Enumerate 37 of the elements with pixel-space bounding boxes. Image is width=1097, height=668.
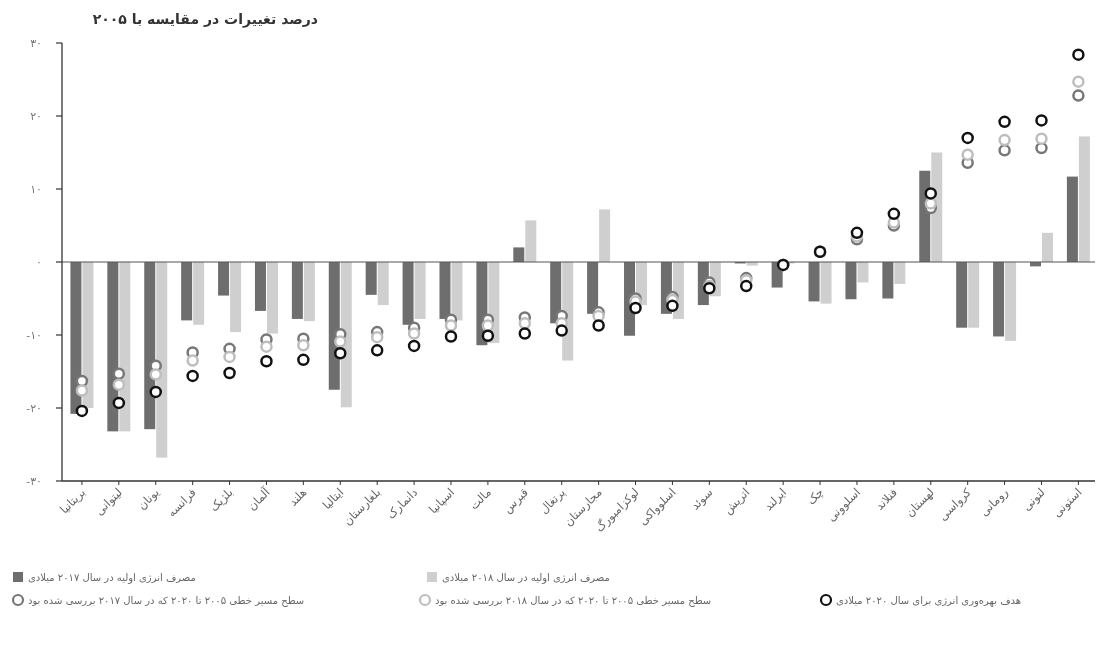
- x-tick-label: قبرس: [500, 485, 532, 517]
- x-tick-label: فنلاند: [872, 485, 900, 513]
- y-tick-label: ۱۰: [30, 183, 42, 196]
- y-tick-label: ۲۰: [30, 110, 42, 123]
- x-tick-label: استونی: [1049, 485, 1086, 521]
- x-tick-label: اسپانیا: [426, 485, 458, 517]
- legend-label: هدف بهره‌وری انرژی برای سال ۲۰۲۰ میلادی: [836, 595, 1022, 607]
- x-tick-label: اسلوونی: [824, 485, 864, 525]
- y-tick-label: -۲۰: [26, 402, 42, 415]
- x-tick-label: مالت: [466, 485, 495, 513]
- legend-label: سطح مسیر خطی ۲۰۰۵ تا ۲۰۲۰ که در سال ۲۰۱۸ بررسی شده بود: [435, 595, 712, 607]
- y-tick-label: -۱۰: [26, 329, 42, 342]
- x-tick-label: بلژیک: [206, 485, 237, 515]
- y-tick-label: ۳۰: [30, 37, 42, 50]
- y-tick-label: ۰: [36, 256, 42, 269]
- x-tick-label: پرتغال: [536, 485, 569, 518]
- legend-label: مصرف انرژی اولیه در سال ۲۰۱۷ میلادی: [28, 572, 196, 584]
- x-tick-label: لتونی: [1019, 485, 1049, 514]
- legend-label: سطح مسیر خطی ۲۰۰۵ تا ۲۰۲۰ که در سال ۲۰۱۷ بررسی شده بود: [28, 595, 305, 607]
- x-tick-label: آلمان: [244, 484, 274, 514]
- x-tick-label: لیتوانی: [92, 485, 126, 519]
- x-tick-label: رومانی: [977, 485, 1012, 520]
- x-tick-label: کرواسی: [935, 484, 975, 524]
- x-tick-label: یونان: [134, 485, 163, 514]
- x-tick-label: ایتالیا: [319, 485, 347, 512]
- x-tick-label: بریتانیا: [57, 485, 89, 517]
- chart-title: درصد تغییرات در مقایسه با ۲۰۰۵: [92, 11, 318, 28]
- x-tick-label: اتریش: [720, 485, 754, 518]
- x-tick-label: چک: [803, 485, 827, 508]
- x-tick-label: سوئد: [688, 485, 717, 514]
- y-tick-label: -۳۰: [26, 475, 42, 488]
- x-tick-label: فرانسه: [164, 485, 200, 521]
- x-tick-label: ایرلند: [761, 485, 790, 515]
- x-tick-label: لهستان: [902, 485, 937, 520]
- legend-label: مصرف انرژی اولیه در سال ۲۰۱۸ میلادی: [442, 572, 610, 584]
- x-tick-label: هلند: [285, 485, 310, 509]
- x-tick-label: دانمارک: [383, 485, 421, 523]
